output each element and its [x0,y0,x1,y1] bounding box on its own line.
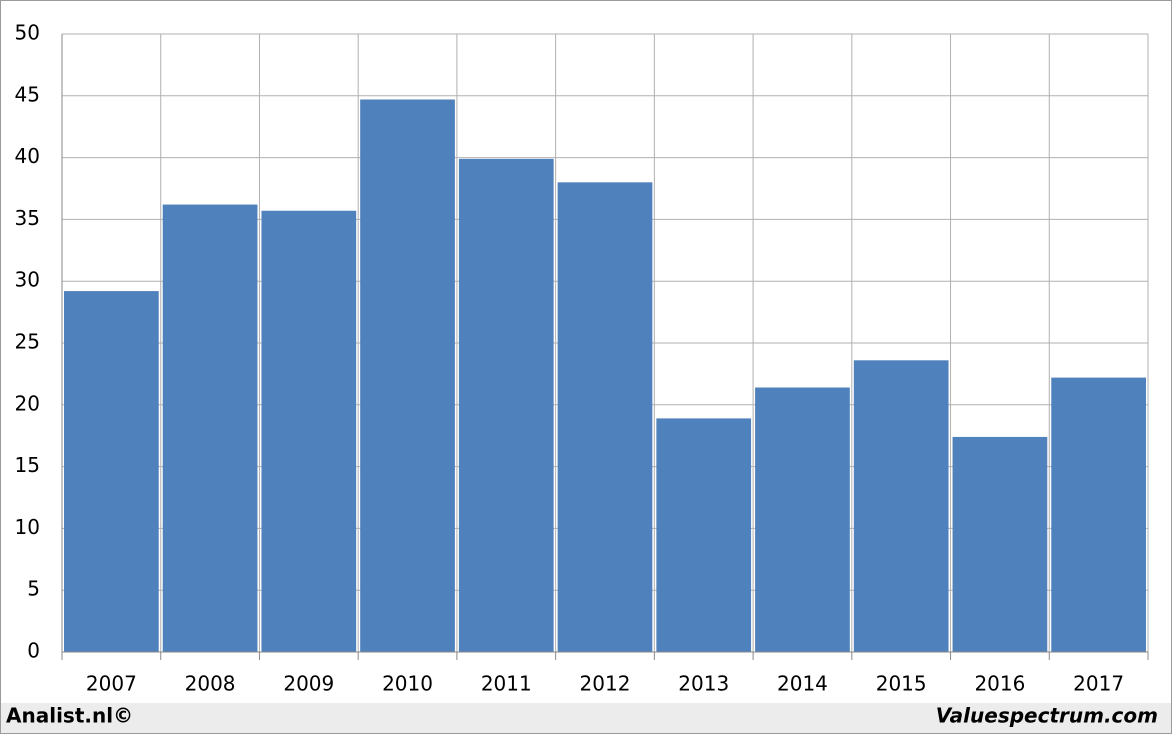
x-tick-label: 2013 [678,672,729,696]
bar [162,204,258,652]
bar [853,360,949,652]
bar [656,418,752,652]
bar [755,387,850,652]
source: Valuespectrum.com [936,704,1158,728]
y-tick-label: 0 [27,639,40,663]
bar [458,158,554,652]
x-tick-label: 2015 [876,672,927,696]
y-tick-label: 10 [15,515,40,539]
y-tick-label: 45 [15,82,40,106]
bar [1051,377,1146,652]
y-tick-label: 50 [15,21,40,45]
x-tick-label: 2012 [580,672,631,696]
credit: Analist.nl© [6,704,133,728]
bar [261,210,357,653]
bar [360,99,455,653]
bar [557,182,653,652]
y-tick-label: 20 [15,391,40,415]
x-tick-label: 2009 [283,672,334,696]
x-tick-label: 2017 [1073,672,1124,696]
x-tick-label: 2008 [185,672,236,696]
bar [64,291,159,652]
bar [952,436,1048,652]
x-tick-label: 2011 [481,672,532,696]
y-tick-label: 35 [15,206,40,230]
y-tick-label: 40 [15,144,40,168]
y-tick-label: 15 [15,453,40,477]
x-tick-label: 2010 [382,672,433,696]
x-tick-label: 2007 [86,672,137,696]
footer-band [1,703,1171,733]
y-tick-label: 30 [15,268,40,292]
x-tick-label: 2014 [777,672,828,696]
y-tick-label: 25 [15,330,40,354]
x-tick-label: 2016 [974,672,1025,696]
y-tick-label: 5 [27,577,40,601]
